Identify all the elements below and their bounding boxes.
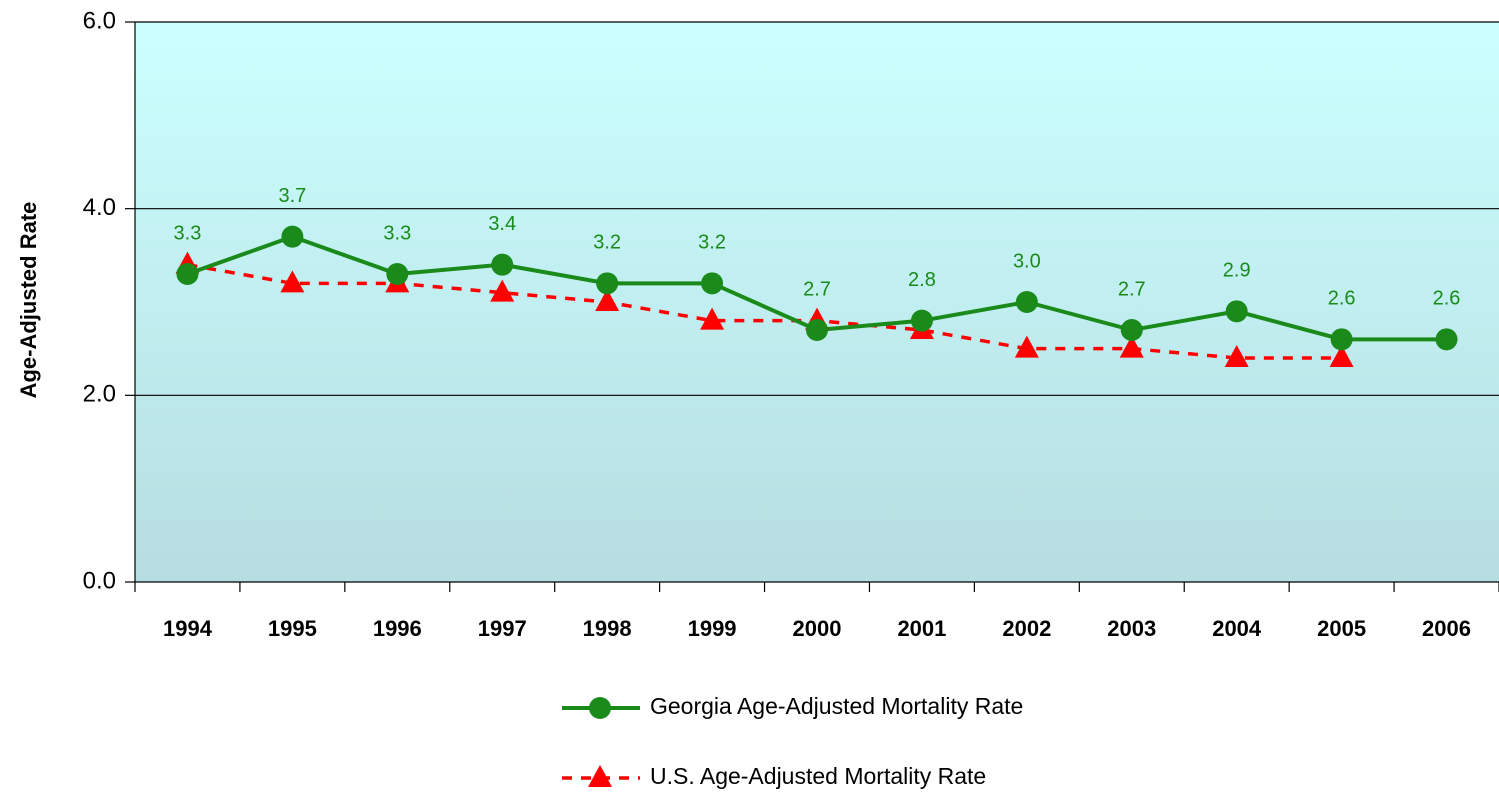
- data-point: [1330, 328, 1353, 351]
- y-tick-label: 6.0: [83, 7, 116, 34]
- data-point: [1120, 319, 1143, 341]
- data-point: [490, 279, 515, 302]
- data-point: [1224, 345, 1249, 367]
- data-point: [806, 319, 828, 341]
- y-tick-label: 2.0: [83, 381, 116, 408]
- data-point: [1225, 300, 1248, 323]
- y-tick-label: 0.0: [83, 567, 116, 594]
- data-point: [910, 309, 933, 332]
- x-tick-label: 1994: [163, 616, 213, 641]
- data-label: 2.7: [803, 278, 831, 300]
- data-label: 3.4: [488, 213, 516, 235]
- data-label: 3.7: [278, 185, 306, 207]
- data-label: 3.2: [593, 232, 621, 254]
- x-tick-label: 1998: [583, 616, 632, 641]
- x-tick-label: 2004: [1212, 616, 1262, 641]
- x-tick-label: 1999: [688, 616, 737, 641]
- data-label: 2.9: [1223, 260, 1251, 282]
- x-tick-label: 1995: [268, 616, 317, 641]
- data-point: [491, 253, 514, 276]
- data-point: [1435, 328, 1458, 351]
- data-point: [700, 307, 725, 330]
- data-point: [1119, 335, 1144, 358]
- data-point: [1015, 291, 1038, 313]
- data-label: 2.7: [1118, 278, 1146, 300]
- data-label: 3.3: [174, 222, 202, 244]
- data-point: [176, 263, 199, 285]
- legend-label: Georgia Age-Adjusted Mortality Rate: [650, 693, 1023, 719]
- data-point: [386, 263, 409, 285]
- y-tick-label: 4.0: [83, 194, 116, 221]
- data-label: 2.6: [1433, 288, 1461, 310]
- x-tick-label: 2002: [1002, 616, 1051, 641]
- plot-area: [135, 22, 1499, 582]
- x-tick-label: 2006: [1422, 616, 1471, 641]
- x-tick-label: 2005: [1317, 616, 1366, 641]
- data-label: 2.8: [908, 269, 936, 291]
- data-point: [280, 270, 305, 293]
- legend-label: U.S. Age-Adjusted Mortality Rate: [650, 763, 986, 789]
- x-tick-label: 1997: [478, 616, 527, 641]
- x-tick-label: 2003: [1107, 616, 1156, 641]
- data-point: [1329, 345, 1354, 367]
- data-point: [595, 289, 620, 311]
- legend-marker: [589, 697, 611, 719]
- data-label: 2.6: [1328, 288, 1356, 310]
- y-axis-title: Age-Adjusted Rate: [16, 202, 41, 399]
- data-point: [596, 272, 619, 295]
- data-label: 3.0: [1013, 250, 1041, 272]
- x-tick-label: 2000: [793, 616, 842, 641]
- data-label: 3.3: [383, 222, 411, 244]
- data-label: 3.2: [698, 232, 726, 254]
- data-point: [1014, 335, 1039, 358]
- x-tick-label: 1996: [373, 616, 422, 641]
- series-line: [187, 262, 1342, 360]
- x-tick-label: 2001: [897, 616, 946, 641]
- data-point: [281, 225, 304, 248]
- data-point: [701, 272, 724, 295]
- legend-marker: [588, 765, 612, 787]
